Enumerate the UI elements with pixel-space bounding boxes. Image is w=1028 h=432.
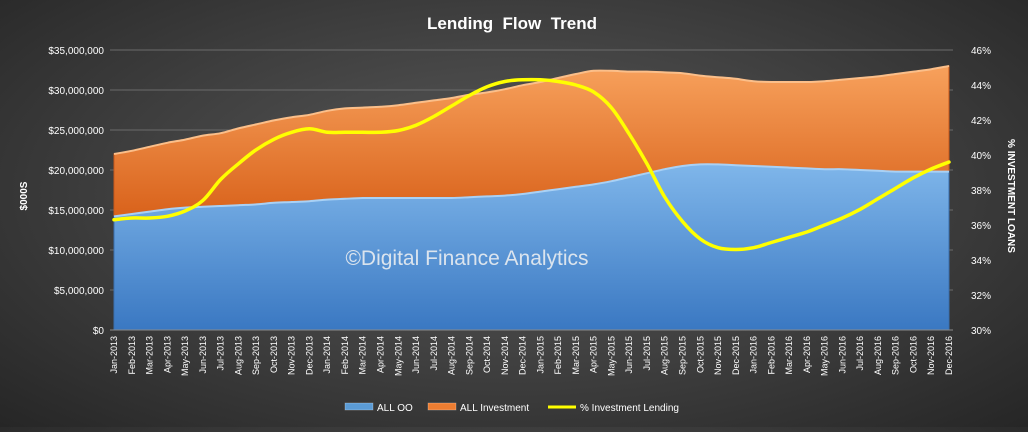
x-tick-label: Jul-2014 — [429, 336, 439, 371]
x-tick-label: Sep-2015 — [678, 336, 688, 375]
x-tick-label: Mar-2015 — [571, 336, 581, 375]
x-tick-label: Dec-2013 — [304, 336, 314, 375]
x-tick-label: Feb-2015 — [553, 336, 563, 375]
series-investment-lending-line — [112, 77, 951, 252]
x-tick-label: Jul-2015 — [642, 336, 652, 371]
x-tick-label: Apr-2016 — [802, 336, 812, 373]
x-tick-label: Jun-2013 — [198, 336, 208, 374]
area-series — [113, 65, 950, 331]
y-tick-label: $10,000,000 — [48, 246, 104, 257]
y2-tick-label: 44% — [971, 81, 991, 92]
series-all-investment-edge — [113, 65, 950, 155]
x-tick-label: Sep-2014 — [464, 336, 474, 375]
line-series — [112, 77, 951, 252]
y2-tick-label: 38% — [971, 186, 991, 197]
x-tick-label: Oct-2015 — [695, 336, 705, 373]
x-tick-label: Aug-2013 — [233, 336, 243, 375]
x-tick-label: Sep-2013 — [251, 336, 261, 375]
y-tick-label: $0 — [93, 326, 105, 337]
x-tick-label: May-2014 — [393, 336, 403, 376]
x-tick-label: Nov-2015 — [713, 336, 723, 375]
x-tick-label: Aug-2015 — [660, 336, 670, 375]
x-tick-label: Dec-2014 — [518, 336, 528, 375]
legend-swatch — [427, 402, 457, 411]
x-tick-label: Feb-2014 — [340, 336, 350, 375]
y-tick-label: $5,000,000 — [54, 286, 104, 297]
x-tick-label: Sep-2016 — [891, 336, 901, 375]
y2-tick-label: 36% — [971, 221, 991, 232]
right-axis: 30% 32% 34% 36% 38% 40% 42% 44% 46% — [971, 46, 991, 337]
y-axis-label: $000S — [19, 181, 30, 210]
x-tick-label: Aug-2016 — [873, 336, 883, 375]
x-tick-label: Aug-2014 — [447, 336, 457, 375]
x-tick-label: Jan-2014 — [322, 336, 332, 374]
x-tick-label: Jan-2013 — [109, 336, 119, 374]
x-tick-label: Jan-2016 — [749, 336, 759, 374]
x-tick-label: Feb-2013 — [127, 336, 137, 375]
x-tick-label: Apr-2015 — [589, 336, 599, 373]
legend-swatch — [344, 402, 374, 411]
left-axis: $0 $5,000,000 $10,000,000 $15,000,000 $20,00… — [48, 46, 104, 337]
x-tick-label: Feb-2016 — [766, 336, 776, 375]
legend-label: % Investment Lending — [580, 403, 679, 414]
legend: ALL OO ALL Investment % Investment Lending — [344, 402, 679, 414]
x-tick-label: Nov-2013 — [287, 336, 297, 375]
y-tick-label: $25,000,000 — [48, 126, 104, 137]
x-tick-label: Jul-2013 — [216, 336, 226, 371]
x-tick-label: May-2013 — [180, 336, 190, 376]
x-tick-label: Mar-2016 — [784, 336, 794, 375]
y-tick-label: $30,000,000 — [48, 86, 104, 97]
x-tick-label: Jun-2014 — [411, 336, 421, 374]
chart-title: Lending Flow Trend — [427, 14, 597, 33]
x-tick-label: Nov-2014 — [500, 336, 510, 375]
x-axis: Jan-2013 Feb-2013 Mar-2013 Apr-2013 May-2013… — [109, 329, 954, 376]
y2-tick-label: 46% — [971, 46, 991, 57]
y2-tick-label: 32% — [971, 291, 991, 302]
legend-label: ALL OO — [377, 403, 413, 414]
x-tick-label: Oct-2014 — [482, 336, 492, 373]
y2-axis-label: % INVESTMENT LOANS — [1005, 139, 1016, 253]
x-tick-label: Oct-2016 — [908, 336, 918, 373]
x-tick-label: Apr-2013 — [162, 336, 172, 373]
y2-tick-label: 40% — [971, 151, 991, 162]
y-tick-label: $35,000,000 — [48, 46, 104, 57]
x-tick-label: Dec-2016 — [944, 336, 954, 375]
watermark: ©Digital Finance Analytics — [345, 247, 588, 270]
x-tick-label: Apr-2014 — [375, 336, 385, 373]
series-all-oo-edge — [113, 163, 949, 218]
y2-tick-label: 42% — [971, 116, 991, 127]
x-tick-label: Oct-2013 — [269, 336, 279, 373]
x-tick-label: Mar-2013 — [145, 336, 155, 375]
x-tick-label: Nov-2016 — [926, 336, 936, 375]
x-tick-label: Jul-2016 — [855, 336, 865, 371]
x-tick-label: May-2016 — [820, 336, 830, 376]
y-tick-label: $15,000,000 — [48, 206, 104, 217]
y2-tick-label: 34% — [971, 256, 991, 267]
x-tick-label: Mar-2014 — [358, 336, 368, 375]
y2-tick-label: 30% — [971, 326, 991, 337]
legend-label: ALL Investment — [460, 403, 529, 414]
x-tick-label: Jan-2015 — [535, 336, 545, 374]
x-tick-label: May-2015 — [606, 336, 616, 376]
x-tick-label: Dec-2015 — [731, 336, 741, 375]
x-tick-label: Jun-2016 — [837, 336, 847, 374]
x-tick-label: Jun-2015 — [624, 336, 634, 374]
y-tick-label: $20,000,000 — [48, 166, 104, 177]
